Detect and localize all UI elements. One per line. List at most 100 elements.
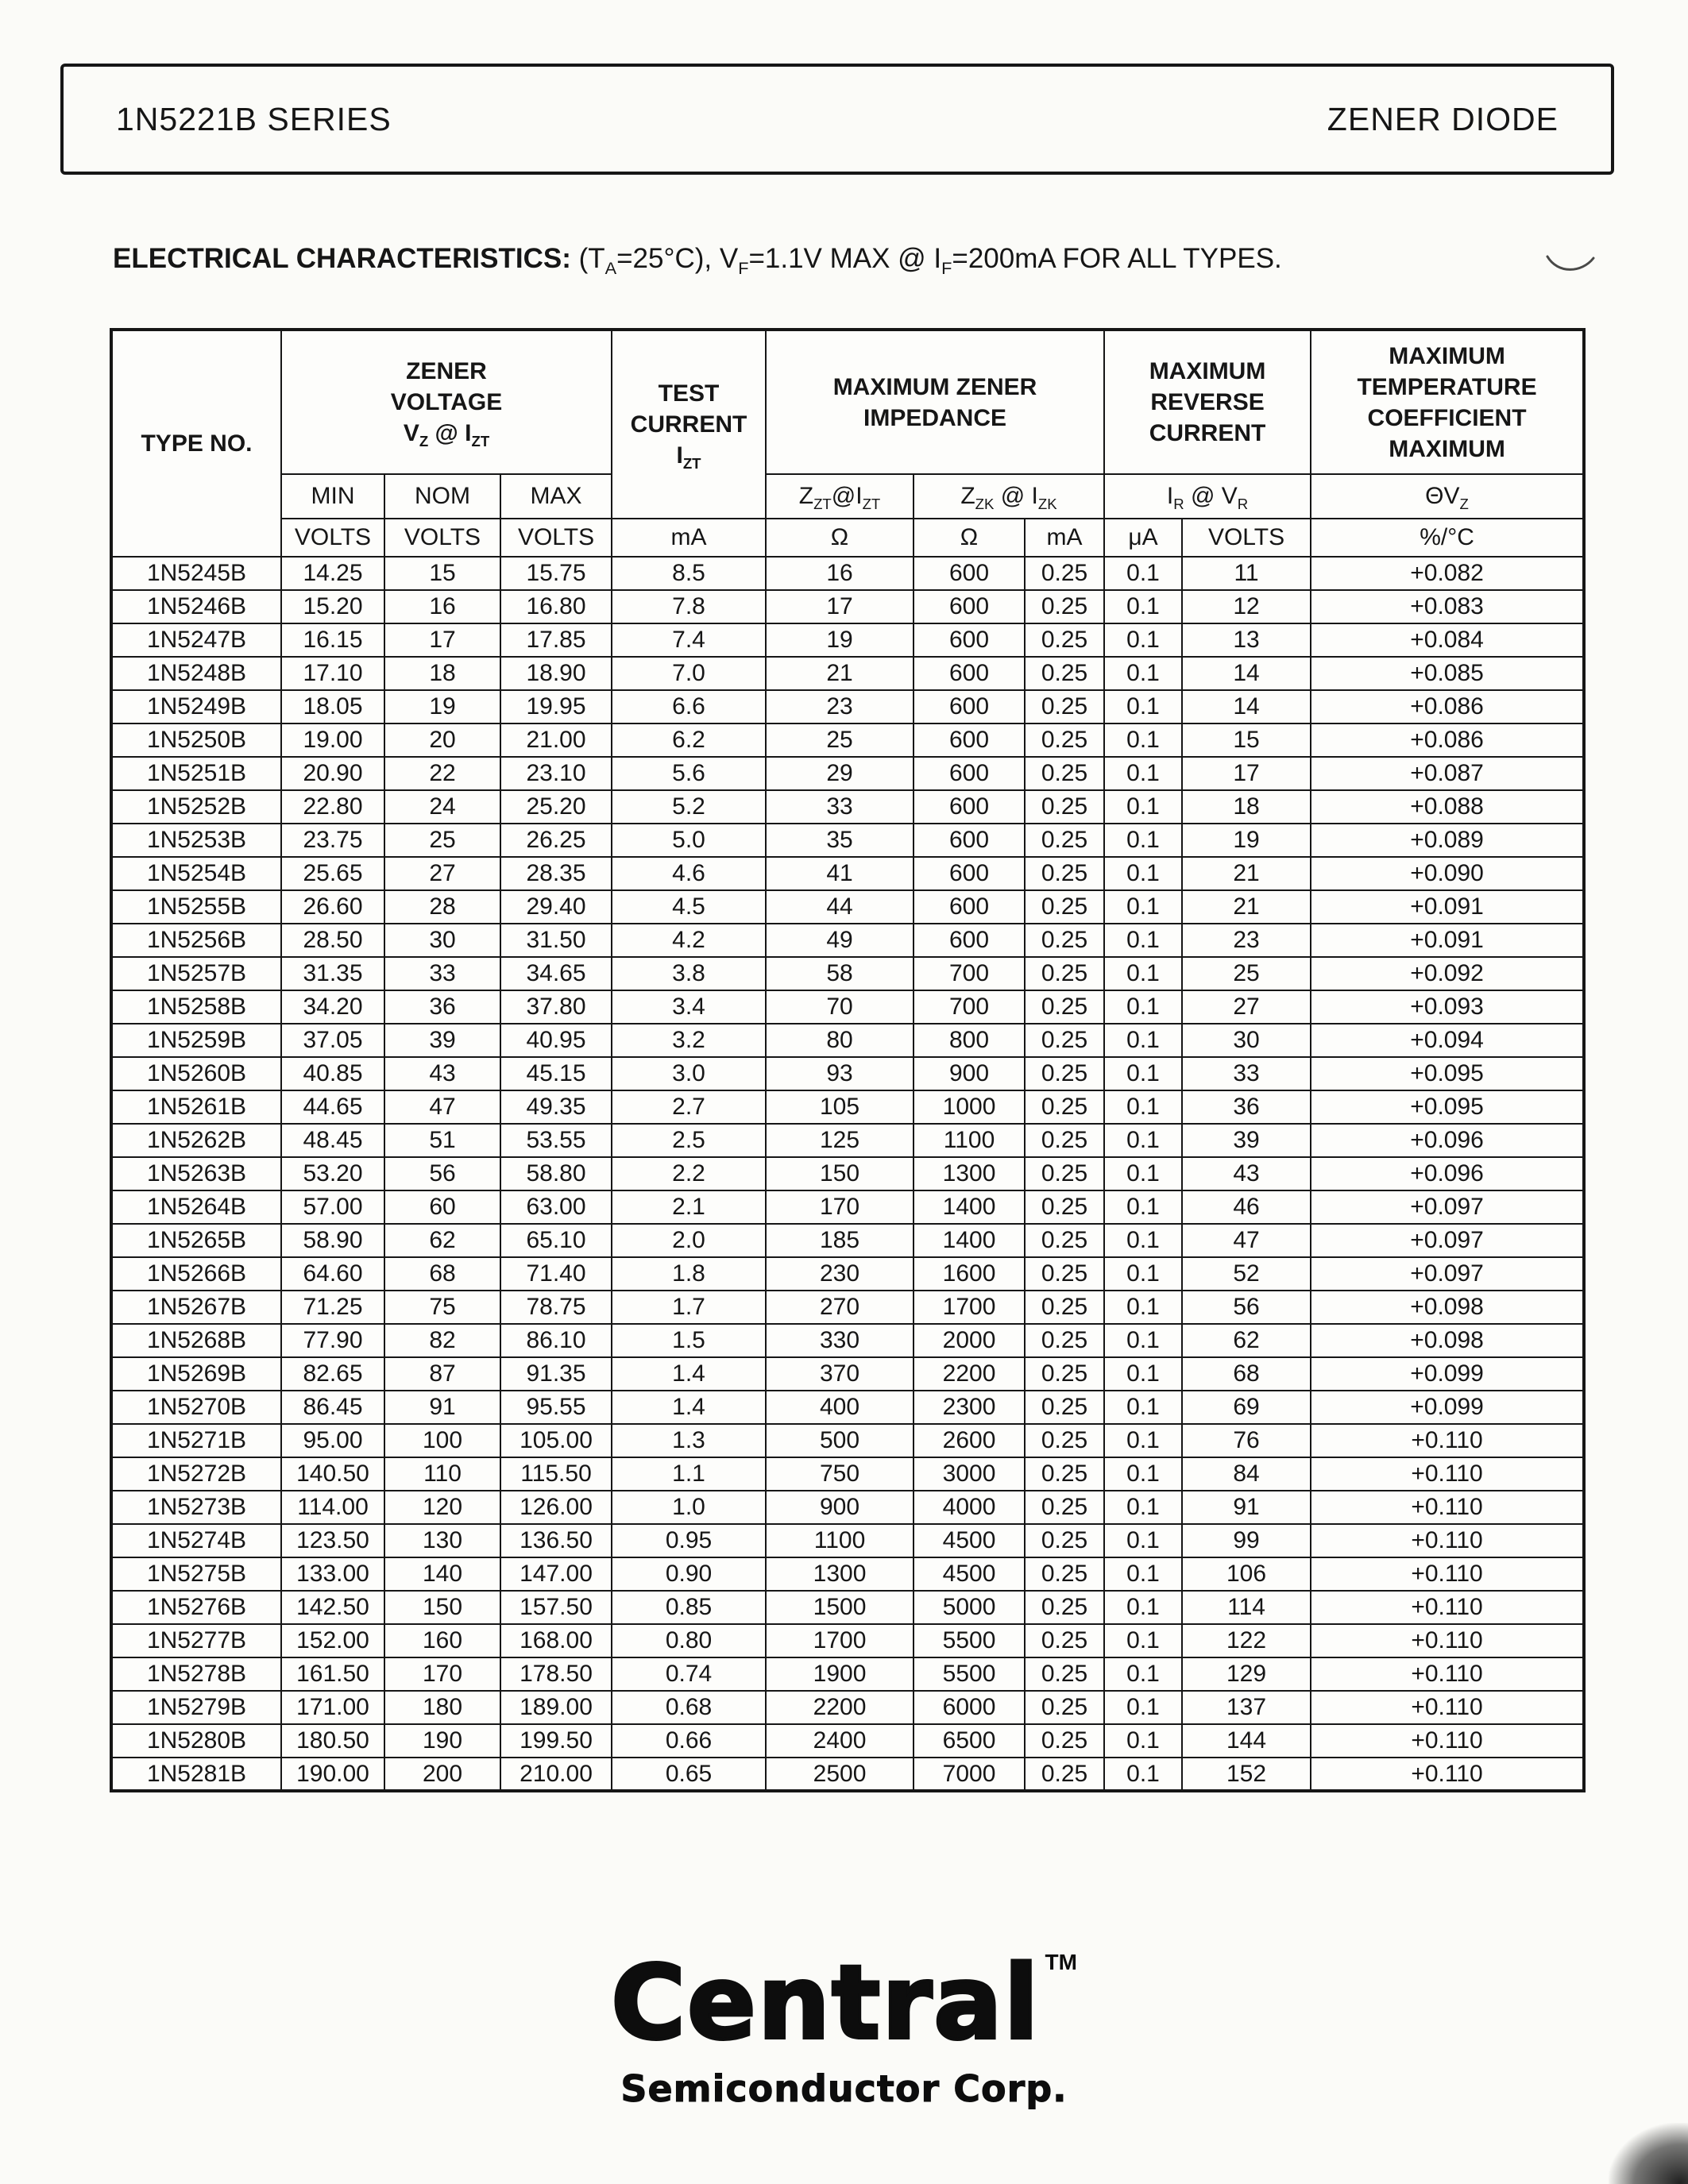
cell-value: 17 <box>1181 756 1312 791</box>
cell-value: 161.50 <box>280 1657 385 1692</box>
cell-value: 0.25 <box>1024 1056 1106 1091</box>
cell-value: 19 <box>765 623 915 658</box>
cell-value: 230 <box>765 1256 915 1291</box>
cell-value: 0.1 <box>1103 1090 1184 1125</box>
unit-header: Ω <box>765 518 915 558</box>
table-row: 1N5258B 34.20 36 37.80 3.4 70 700 0.25 0.1 27 +0.0… <box>110 990 1586 1024</box>
cell-value: +0.093 <box>1310 990 1586 1024</box>
cell-value: 600 <box>913 556 1026 591</box>
cell-value: 0.25 <box>1024 1523 1106 1558</box>
cell-value: 270 <box>765 1290 915 1325</box>
table-row: 1N5261B 44.65 47 49.35 2.7 105 1000 0.25 0.1 36 +0… <box>110 1090 1586 1125</box>
table-row: 1N5245B 14.25 15 15.75 8.5 16 600 0.25 0.1 11 +0.0… <box>110 556 1586 591</box>
table-row: 1N5260B 40.85 43 45.15 3.0 93 900 0.25 0.1 33 +0.0… <box>110 1056 1586 1091</box>
cell-value: 0.25 <box>1024 1090 1106 1125</box>
cell-value: 4500 <box>913 1557 1026 1592</box>
cell-value: 0.1 <box>1103 889 1184 924</box>
header-max-temp-coefficient: MAXIMUM TEMPERATURE COEFFICIENT MAXIMUM <box>1310 329 1586 475</box>
table-row: 1N5252B 22.80 24 25.20 5.2 33 600 0.25 0.1 18 +0.0… <box>110 789 1586 824</box>
subheader-ir-at-vr: IR @ VR <box>1103 473 1312 519</box>
cell-type-no: 1N5246B <box>110 589 282 624</box>
cell-value: 17.10 <box>280 656 385 691</box>
cell-value: 0.25 <box>1024 1657 1106 1692</box>
table-row: 1N5255B 26.60 28 29.40 4.5 44 600 0.25 0.1 21 +0.0… <box>110 889 1586 924</box>
cell-value: 26.60 <box>280 889 385 924</box>
cell-value: 6500 <box>913 1723 1026 1758</box>
cell-value: 76 <box>1181 1423 1312 1458</box>
table-row: 1N5265B 58.90 62 65.10 2.0 185 1400 0.25 0.1 47 +0… <box>110 1223 1586 1258</box>
cell-value: 0.1 <box>1103 990 1184 1024</box>
cell-value: 36 <box>1181 1090 1312 1125</box>
cell-value: 31.50 <box>499 923 613 958</box>
table-row: 1N5249B 18.05 19 19.95 6.6 23 600 0.25 0.1 14 +0.0… <box>110 689 1586 724</box>
cell-value: 0.25 <box>1024 1023 1106 1058</box>
cell-value: 0.1 <box>1103 1657 1184 1692</box>
cell-value: 140 <box>384 1557 501 1592</box>
electrical-characteristics-table: TYPE NO. ZENER VOLTAGE VZ @ IZT TEST CUR… <box>110 328 1586 1792</box>
cell-value: 120 <box>384 1490 501 1525</box>
cell-value: 106 <box>1181 1557 1312 1592</box>
cell-value: 43 <box>1181 1156 1312 1191</box>
cell-value: 0.25 <box>1024 1190 1106 1225</box>
cell-value: 0.25 <box>1024 956 1106 991</box>
table-row: 1N5277B 152.00 160 168.00 0.80 1700 5500 0.25 0.… <box>110 1623 1586 1658</box>
cell-value: 36 <box>384 990 501 1024</box>
cell-type-no: 1N5281B <box>110 1757 282 1792</box>
logo-wordmark: Central <box>609 1943 1041 2064</box>
cell-value: 0.1 <box>1103 656 1184 691</box>
cell-value: 58.90 <box>280 1223 385 1258</box>
table-row: 1N5271B 95.00 100 105.00 1.3 500 2600 0.25 0.1 76… <box>110 1423 1586 1458</box>
cell-value: 5.2 <box>611 789 767 824</box>
cell-type-no: 1N5257B <box>110 956 282 991</box>
cell-value: 69 <box>1181 1390 1312 1425</box>
cell-value: 0.65 <box>611 1757 767 1792</box>
cell-value: 0.1 <box>1103 923 1184 958</box>
cell-value: 0.25 <box>1024 1590 1106 1625</box>
cell-value: 0.25 <box>1024 1557 1106 1592</box>
cell-type-no: 1N5274B <box>110 1523 282 1558</box>
header-zener-voltage-line2: VOLTAGE <box>390 389 503 415</box>
header-tc-line2: TEMPERATURE <box>1357 373 1537 400</box>
cell-value: +0.098 <box>1310 1290 1586 1325</box>
table-row: 1N5272B 140.50 110 115.50 1.1 750 3000 0.25 0.1 8… <box>110 1457 1586 1491</box>
cell-value: 1.5 <box>611 1323 767 1358</box>
cell-value: 0.1 <box>1103 1290 1184 1325</box>
cell-value: 5500 <box>913 1657 1026 1692</box>
cell-value: 91.35 <box>499 1356 613 1391</box>
cell-type-no: 1N5263B <box>110 1156 282 1191</box>
subheader-zzt-at-izt: ZZT@IZT <box>765 473 915 519</box>
cell-value: 16 <box>765 556 915 591</box>
cell-value: 21 <box>1181 889 1312 924</box>
subheader-theta-vz: ΘVZ <box>1310 473 1586 519</box>
cell-value: 168.00 <box>499 1623 613 1658</box>
cell-value: +0.084 <box>1310 623 1586 658</box>
cell-value: 900 <box>765 1490 915 1525</box>
cell-value: 0.1 <box>1103 1423 1184 1458</box>
cell-value: 600 <box>913 889 1026 924</box>
scan-corner-artifact <box>1609 2123 1688 2184</box>
cell-type-no: 1N5275B <box>110 1557 282 1592</box>
cell-value: 0.25 <box>1024 1757 1106 1792</box>
cell-value: 2300 <box>913 1390 1026 1425</box>
cell-value: 7000 <box>913 1757 1026 1792</box>
table-row: 1N5247B 16.15 17 17.85 7.4 19 600 0.25 0.1 13 +0.0… <box>110 623 1586 658</box>
cell-value: 170 <box>765 1190 915 1225</box>
cell-value: 0.1 <box>1103 1056 1184 1091</box>
cell-value: 58 <box>765 956 915 991</box>
cell-value: 91 <box>1181 1490 1312 1525</box>
table-row: 1N5269B 82.65 87 91.35 1.4 370 2200 0.25 0.1 68 +0… <box>110 1356 1586 1391</box>
cell-value: 0.25 <box>1024 1390 1106 1425</box>
cell-value: 130 <box>384 1523 501 1558</box>
cell-value: 114 <box>1181 1590 1312 1625</box>
cell-value: 1400 <box>913 1223 1026 1258</box>
cell-value: 0.1 <box>1103 723 1184 758</box>
cell-value: 25.65 <box>280 856 385 891</box>
cell-value: 3.4 <box>611 990 767 1024</box>
cell-value: 84 <box>1181 1457 1312 1491</box>
cell-value: 21 <box>765 656 915 691</box>
cell-type-no: 1N5247B <box>110 623 282 658</box>
cell-value: 600 <box>913 723 1026 758</box>
unit-header: VOLTS <box>384 518 501 558</box>
header-type-no: TYPE NO. <box>110 329 282 558</box>
